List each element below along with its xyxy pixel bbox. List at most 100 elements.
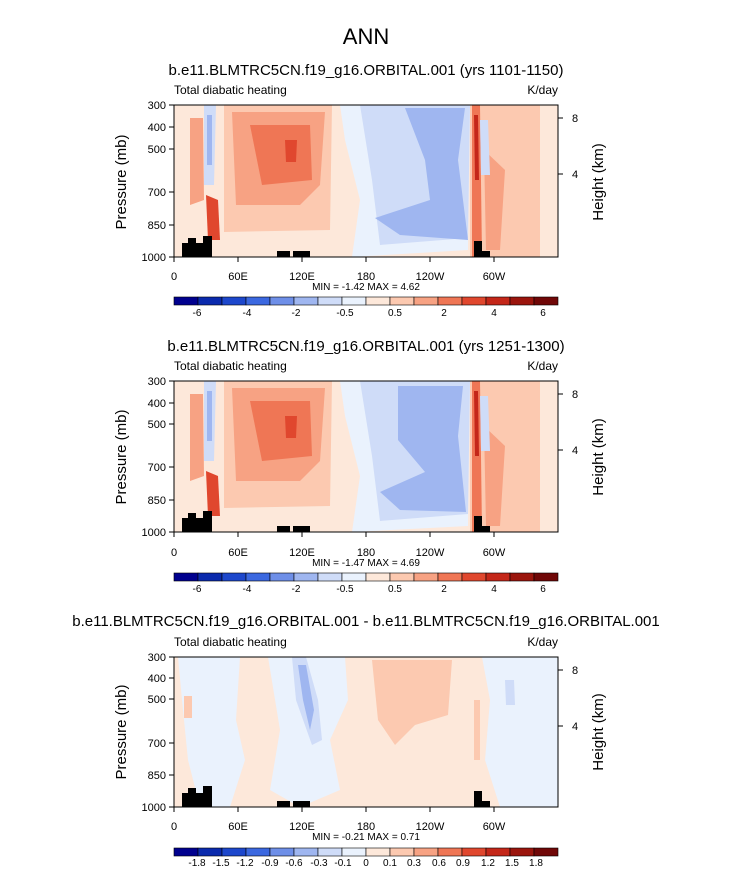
y-tick-label: 400 (148, 673, 166, 685)
units-label: K/day (527, 635, 558, 649)
colorbar-box (245, 572, 271, 582)
y-tick-label: 1000 (142, 527, 166, 539)
variable-label: Total diabatic heating (174, 635, 287, 649)
x-tick-label: 60W (483, 271, 506, 283)
colorbar-label: 1.8 (529, 858, 543, 869)
contour-cool-east-2 (505, 680, 515, 705)
y-axis-label: Pressure (mb) (113, 134, 130, 229)
y-tick-label: 850 (148, 770, 166, 782)
y-tick-label: 850 (148, 220, 166, 232)
colorbar-box (317, 296, 343, 306)
contour-field (174, 105, 558, 257)
colorbar-box (533, 572, 559, 582)
right-tick-label: 4 (572, 721, 578, 733)
right-axis: 8 4 (558, 389, 578, 457)
colorbar-label: -6 (193, 308, 202, 319)
colorbar-box (293, 572, 319, 582)
contour-cool-streak-2 (298, 665, 314, 730)
y-tick-label: 400 (148, 398, 166, 410)
colorbar-box (389, 572, 415, 582)
colorbar-label: -0.9 (261, 858, 279, 869)
y-tick-label: 300 (148, 100, 166, 112)
x-tick-label: 60E (228, 821, 248, 833)
y-tick-label: 850 (148, 495, 166, 507)
contour-west-hot (206, 471, 220, 516)
colorbar-label: -4 (243, 584, 252, 595)
colorbar-label: 1.5 (505, 858, 519, 869)
x-tick-label: 120W (416, 821, 445, 833)
x-axis: 0 60E 120E 180 120W 60W (171, 807, 506, 833)
colorbar-box (173, 572, 199, 582)
colorbar-box (221, 572, 247, 582)
colorbar-box (341, 847, 367, 857)
units-label: K/day (527, 359, 558, 373)
x-tick-label: 0 (171, 821, 177, 833)
y-axis: 300 400 500 700 850 1000 (142, 100, 174, 264)
right-tick-label: 4 (572, 445, 578, 457)
colorbar-label: -1.2 (236, 858, 254, 869)
right-tick-label: 8 (572, 113, 578, 125)
colorbar-box (389, 296, 415, 306)
min-max-label: MIN = -1.42 MAX = 4.62 (312, 282, 420, 293)
contour-andes-peak (474, 391, 479, 456)
colorbar-label: 2 (441, 584, 447, 595)
panel-title: b.e11.BLMTRC5CN.f19_g16.ORBITAL.001 (yrs… (169, 62, 564, 79)
y-axis: 300 400 500 700 850 1000 (142, 652, 174, 814)
contour-west-warm (190, 118, 204, 205)
y-tick-label: 1000 (142, 252, 166, 264)
colorbar-box (197, 572, 223, 582)
contour-atlantic-cool (480, 396, 490, 451)
right-axis-label: Height (km) (590, 418, 607, 496)
colorbar-box (197, 847, 223, 857)
contour-warm-peak (285, 140, 297, 162)
y-tick-label: 1000 (142, 802, 166, 814)
y-tick-label: 700 (148, 738, 166, 750)
x-tick-label: 120W (416, 271, 445, 283)
colorbar-box (293, 296, 319, 306)
y-tick-label: 500 (148, 694, 166, 706)
colorbar-box (269, 572, 295, 582)
colorbar-box (437, 572, 463, 582)
y-axis-label: Pressure (mb) (113, 409, 130, 504)
x-tick-label: 0 (171, 547, 177, 559)
contour-west-warm (190, 394, 204, 481)
colorbar-box (221, 296, 247, 306)
colorbar-box (269, 847, 295, 857)
colorbar-label: 0.5 (388, 308, 402, 319)
colorbar-box (365, 847, 391, 857)
x-tick-label: 120E (289, 271, 315, 283)
colorbar-box (509, 296, 535, 306)
contour-warm-peak (285, 416, 297, 438)
colorbar-label: -2 (292, 584, 301, 595)
x-tick-label: 60E (228, 271, 248, 283)
contour-cool-deep (380, 386, 466, 512)
colorbar-label: -0.1 (334, 858, 352, 869)
right-tick-label: 4 (572, 169, 578, 181)
colorbar: -6 -4 -2 -0.5 0.5 2 4 6 (173, 572, 559, 595)
colorbar-label: -0.3 (310, 858, 328, 869)
contour-atlantic-cool (480, 120, 490, 175)
y-tick-label: 300 (148, 376, 166, 388)
colorbar: -1.8 -1.5 -1.2 -0.9 -0.6 -0.3 -0.1 0 0.1 0.3 0.6 0.… (173, 847, 559, 869)
colorbar-label: -1.8 (188, 858, 206, 869)
x-tick-label: 180 (357, 271, 375, 283)
colorbar-label: 0 (363, 858, 369, 869)
colorbar-box (461, 847, 487, 857)
colorbar-box (173, 296, 199, 306)
colorbar-label: 0.9 (456, 858, 470, 869)
colorbar-label: 1.2 (481, 858, 495, 869)
colorbar: -6 -4 -2 -0.5 0.5 2 4 6 (173, 296, 559, 319)
panel-title: b.e11.BLMTRC5CN.f19_g16.ORBITAL.001 - b.… (72, 613, 660, 630)
contour-cool-east (482, 657, 558, 807)
variable-label: Total diabatic heating (174, 359, 287, 373)
right-axis: 8 4 (558, 113, 578, 181)
contour-west-cool-b (207, 115, 212, 165)
colorbar-label: -4 (243, 308, 252, 319)
colorbar-box (461, 296, 487, 306)
units-label: K/day (527, 83, 558, 97)
x-tick-label: 120E (289, 547, 315, 559)
colorbar-label: 0.5 (388, 584, 402, 595)
colorbar-label: -0.5 (336, 584, 354, 595)
contour-west-hot (206, 195, 220, 240)
colorbar-label: -6 (193, 584, 202, 595)
